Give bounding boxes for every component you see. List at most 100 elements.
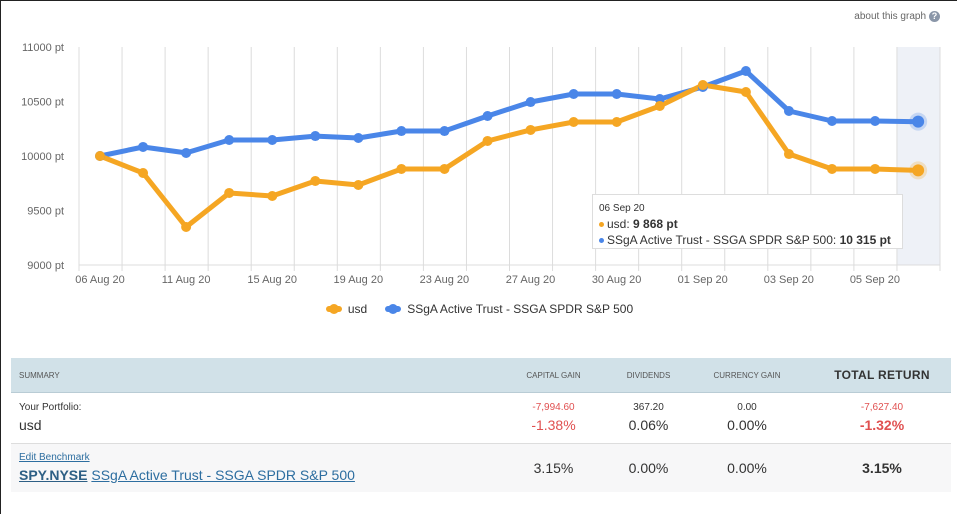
legend-label: usd: [347, 302, 368, 316]
data-point: [310, 175, 321, 186]
chart-tooltip: 06 Sep 20 usd: 9 868 pt SSgA Active Trus…: [592, 194, 903, 249]
data-point: [482, 135, 493, 146]
header-capital-gain: CAPITAL GAIN: [526, 370, 581, 380]
portfolio-currency-gain-amount: 0.00: [737, 402, 757, 413]
series-lines: [97, 68, 921, 230]
x-tick-label: 06 Aug 20: [75, 274, 125, 286]
benchmark-capital-gain-pct: 3.15%: [533, 460, 574, 476]
data-point: [396, 126, 407, 137]
data-point: [654, 100, 665, 111]
data-point-highlighted: [912, 164, 925, 177]
chart-legend: usd SSgA Active Trust - SSGA SPDR S&P 50…: [1, 302, 957, 316]
highlight-band: [896, 47, 940, 265]
y-tick-label: 10500 pt: [21, 97, 64, 109]
data-point: [740, 65, 751, 76]
data-point: [870, 116, 881, 127]
portfolio-capital-gain-pct: -1.38%: [531, 417, 576, 433]
data-point: [353, 133, 364, 144]
data-point: [783, 149, 794, 160]
portfolio-capital-gain-amount: -7,994.60: [532, 402, 575, 413]
x-tick-label: 19 Aug 20: [334, 274, 384, 286]
data-point: [827, 116, 838, 127]
x-tick-label: 15 Aug 20: [247, 274, 297, 286]
data-point: [611, 88, 622, 99]
data-point: [611, 116, 622, 127]
series-line-usd: [97, 82, 921, 230]
tooltip-date: 06 Sep 20: [599, 203, 645, 214]
help-icon: ?: [929, 11, 940, 22]
y-axis-labels: 9000 pt 9500 pt 10000 pt 10500 pt 11000 pt: [21, 42, 64, 272]
data-point: [654, 93, 665, 104]
x-tick-label: 30 Aug 20: [592, 274, 642, 286]
portfolio-name: usd: [19, 417, 42, 433]
data-point: [827, 163, 838, 174]
data-point: [568, 116, 579, 127]
data-point: [439, 163, 450, 174]
data-point: [482, 110, 493, 121]
benchmark-currency-gain-pct: 0.00%: [727, 460, 767, 476]
y-tick-label: 9500 pt: [27, 206, 64, 218]
portfolio-dividends-amount: 367.20: [633, 402, 664, 413]
data-point: [525, 124, 536, 135]
benchmark-dividends-pct: 0.00%: [628, 460, 669, 476]
portfolio-label: Your Portfolio:: [19, 402, 82, 413]
about-this-graph-link[interactable]: about this graph ?: [854, 11, 940, 22]
data-point: [439, 126, 450, 137]
data-point: [525, 97, 536, 108]
data-point: [138, 168, 149, 179]
data-point: [310, 131, 321, 142]
about-this-graph-label: about this graph: [854, 11, 926, 22]
data-point: [870, 163, 881, 174]
benchmark-dot-icon: [599, 238, 604, 244]
header-dividends: DIVIDENDS: [626, 370, 671, 380]
x-tick-label: 27 Aug 20: [506, 274, 556, 286]
portfolio-dividends-pct: 0.06%: [628, 417, 669, 433]
x-axis-labels: 06 Aug 20 11 Aug 20 15 Aug 20 19 Aug 20 23 A…: [75, 274, 900, 286]
benchmark-ticker-link[interactable]: SPY.NYSE: [19, 467, 88, 483]
data-point: [224, 134, 235, 145]
series-line-benchmark: [97, 68, 921, 159]
x-tick-label: 01 Sep 20: [678, 274, 728, 286]
x-tick-label: 03 Sep 20: [764, 274, 814, 286]
data-point: [95, 151, 105, 161]
legend-label: SSgA Active Trust - SSGA SPDR S&P 500: [407, 302, 634, 316]
y-tick-label: 11000 pt: [22, 42, 64, 54]
y-tick-label: 9000 pt: [27, 260, 64, 272]
tooltip-line-benchmark: SSgA Active Trust - SSGA SPDR S&P 500: 1…: [599, 232, 902, 248]
tooltip-value: 10 315 pt: [839, 233, 891, 247]
series-points: [95, 65, 928, 232]
tooltip-label: usd:: [607, 217, 634, 231]
portfolio-total-return-pct: -1.32%: [859, 417, 905, 433]
benchmark-total-return-pct: 3.15%: [862, 460, 902, 476]
portfolio-total-return-amount: -7,627.40: [860, 402, 904, 413]
data-point: [224, 187, 235, 198]
data-point: [267, 134, 278, 145]
data-point: [783, 105, 794, 116]
data-point: [353, 179, 364, 190]
edit-benchmark-link[interactable]: Edit Benchmark: [19, 452, 90, 463]
data-point: [181, 221, 192, 232]
x-tick-label: 23 Aug 20: [420, 274, 470, 286]
x-tick-label: 11 Aug 20: [162, 274, 211, 286]
header-summary: SUMMARY: [19, 370, 60, 380]
data-point: [740, 87, 751, 98]
summary-table: SUMMARY CAPITAL GAIN DIVIDENDS CURRENCY …: [11, 358, 951, 492]
data-point-highlighted: [912, 115, 925, 128]
legend-item-usd[interactable]: usd: [325, 302, 368, 316]
tooltip-line-usd: usd: 9 868 pt: [599, 216, 902, 232]
portfolio-row: Your Portfolio: usd -7,994.60 -1.38% 367…: [11, 393, 951, 444]
header-total-return: TOTAL RETURN: [834, 368, 930, 382]
header-currency-gain: CURRENCY GAIN: [713, 370, 781, 380]
legend-item-benchmark[interactable]: SSgA Active Trust - SSGA SPDR S&P 500: [385, 302, 633, 316]
data-point: [396, 163, 407, 174]
data-point: [138, 141, 149, 152]
y-tick-label: 10000 pt: [21, 151, 64, 163]
data-point: [568, 88, 579, 99]
legend-symbol-benchmark: [385, 304, 402, 314]
data-point: [267, 191, 278, 202]
benchmark-row: Edit Benchmark SPY.NYSE SSgA Active Trus…: [11, 444, 951, 492]
summary-header-row: SUMMARY CAPITAL GAIN DIVIDENDS CURRENCY …: [11, 358, 951, 393]
benchmark-name-link[interactable]: SSgA Active Trust - SSGA SPDR S&P 500: [91, 467, 355, 483]
x-tick-label: 05 Sep 20: [850, 274, 900, 286]
portfolio-currency-gain-pct: 0.00%: [727, 417, 767, 433]
